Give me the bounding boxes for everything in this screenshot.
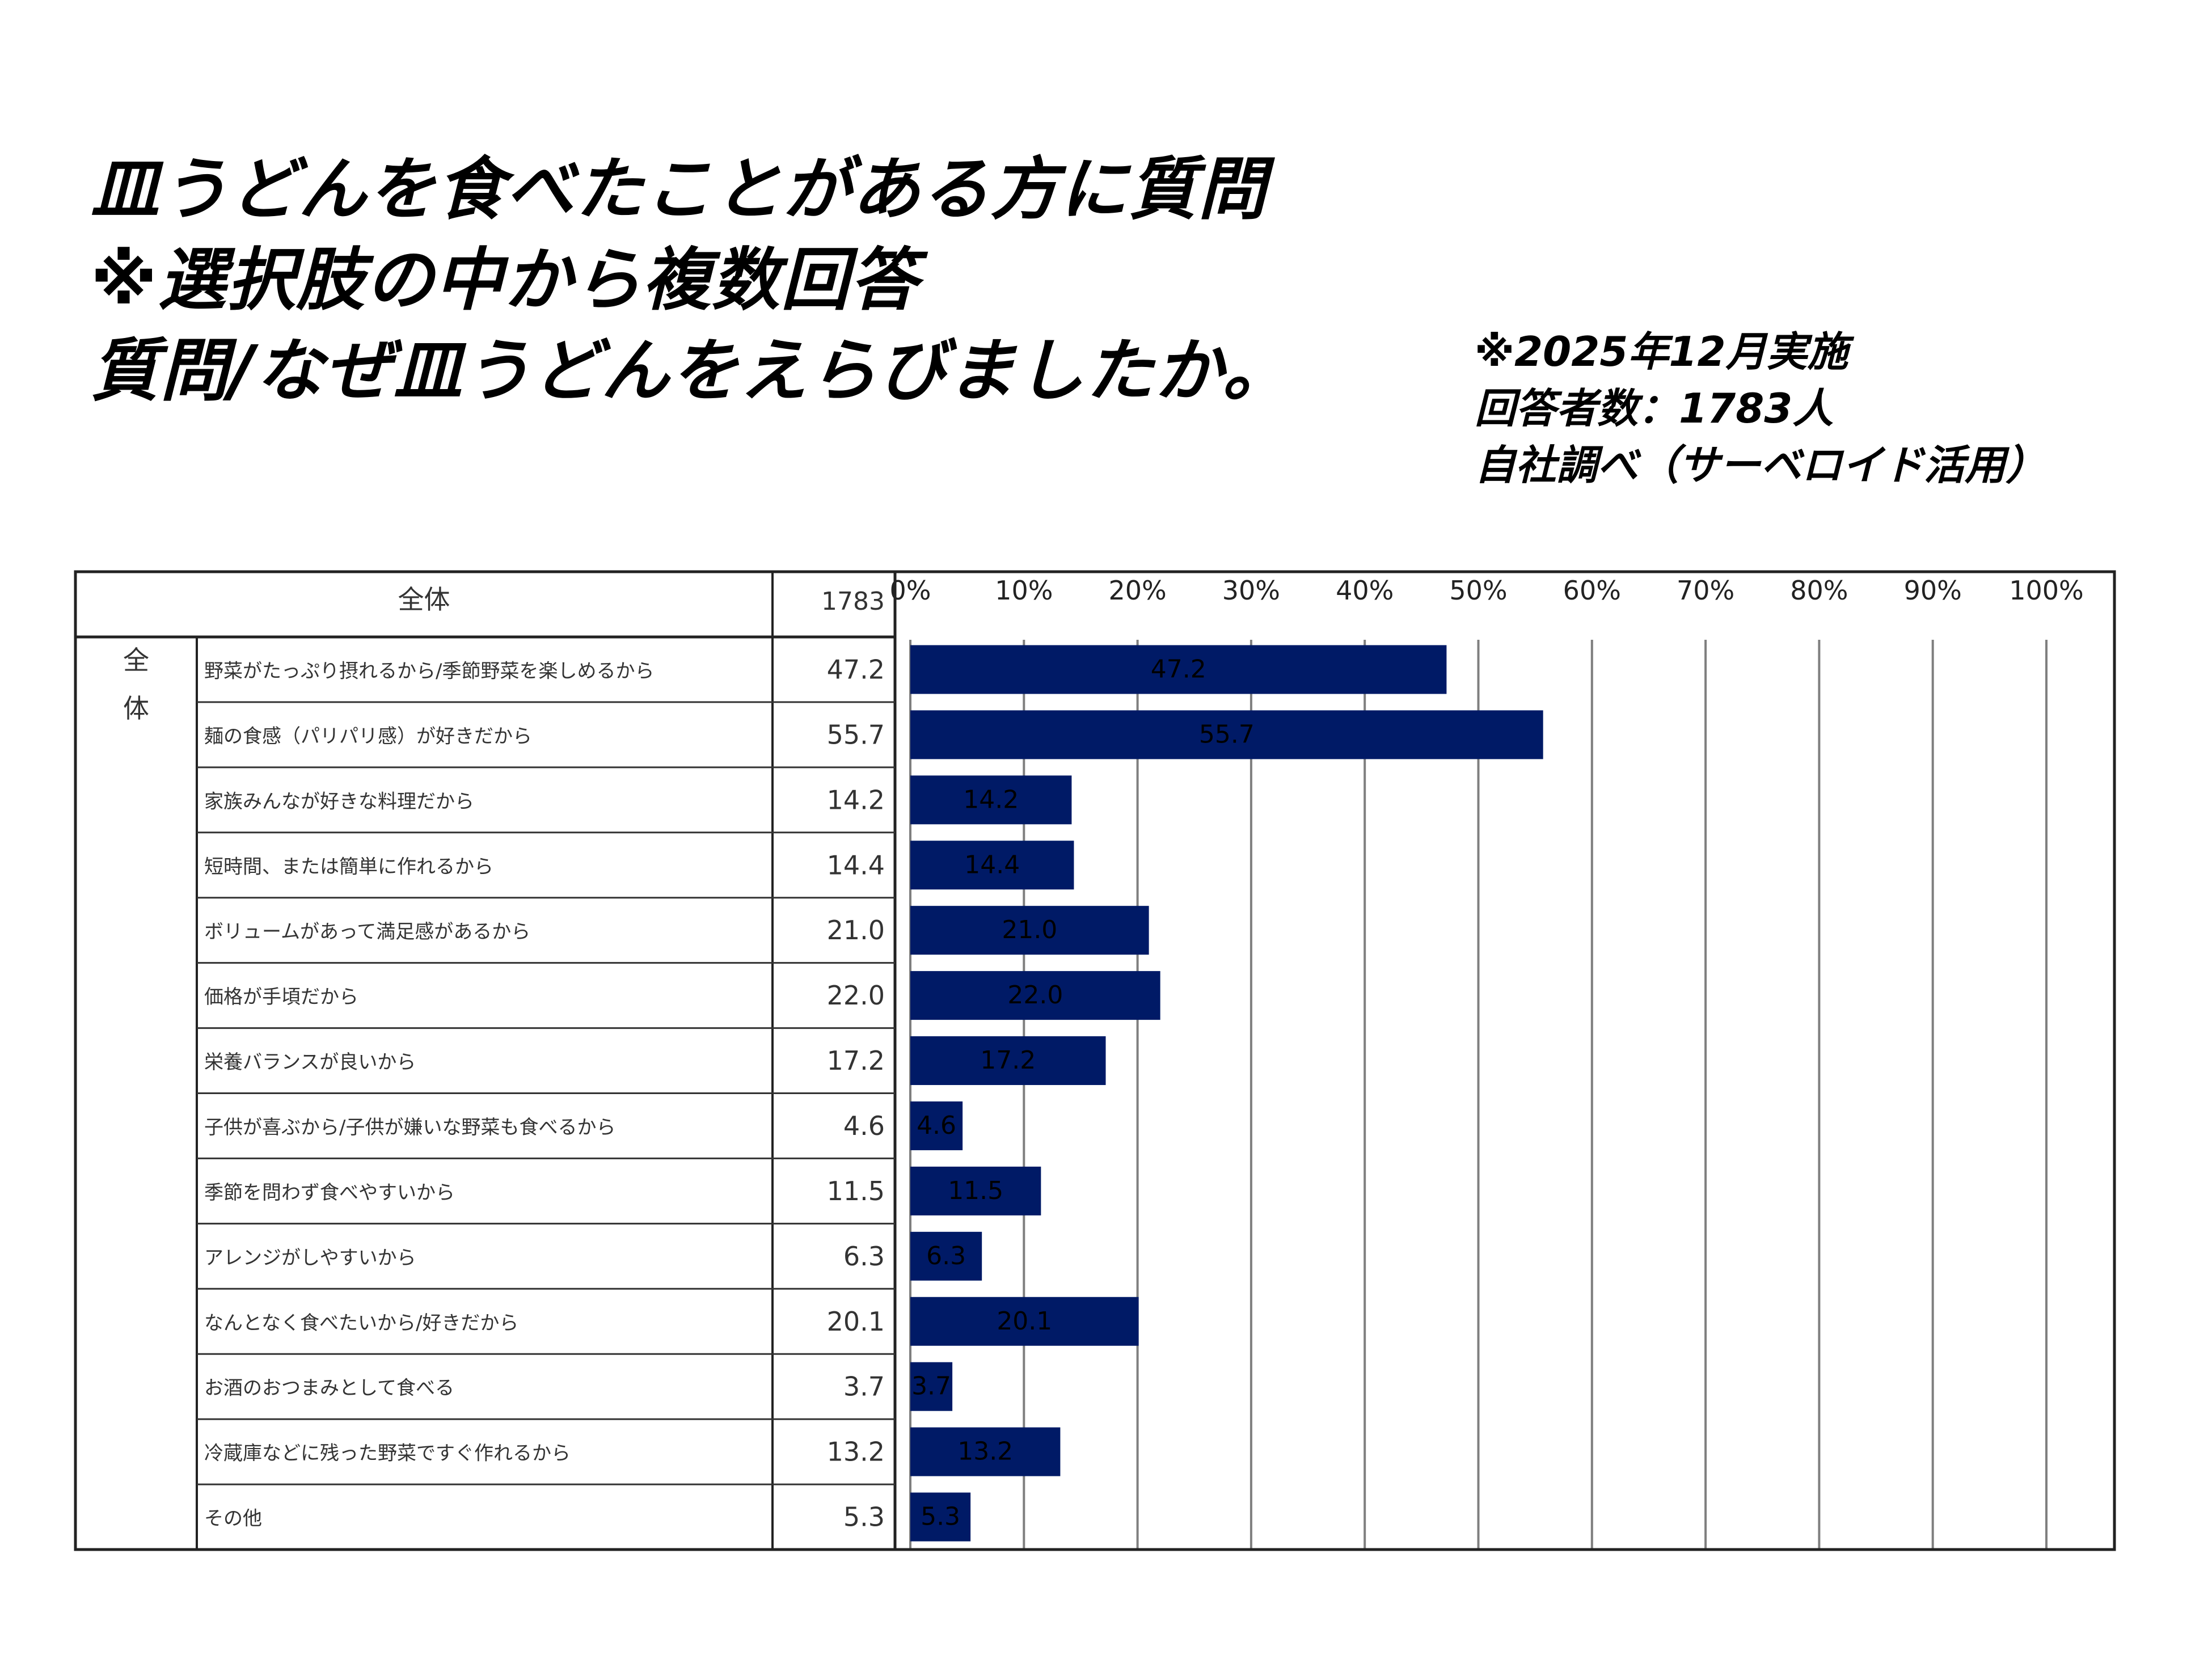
bar: [910, 1101, 963, 1150]
row-value: 14.2: [827, 784, 885, 815]
x-tick-label: 100%: [2009, 575, 2084, 606]
bar-data-label: 6.3: [926, 1242, 966, 1270]
bar: [910, 775, 1072, 825]
x-tick-label: 20%: [1108, 575, 1166, 606]
bar: [910, 645, 1447, 694]
survey-source: 自社調べ（サーベロイド活用）: [1475, 441, 2047, 489]
page-title: 皿うどんを食べたことがある方に質問 ※選択肢の中から複数回答 質問/なぜ皿うどん…: [91, 145, 1509, 417]
bar: [910, 710, 1543, 759]
x-tick-label: 80%: [1790, 575, 1848, 606]
bar-data-label: 4.6: [917, 1111, 956, 1140]
bar-data-label: 13.2: [957, 1437, 1013, 1466]
x-tick-label: 70%: [1677, 575, 1734, 606]
bar: [910, 1297, 1139, 1346]
row-value: 21.0: [827, 915, 885, 945]
bar: [910, 841, 1074, 890]
title-line-2: ※選択肢の中から複数回答: [91, 241, 919, 320]
category-label: アレンジがしやすいから: [204, 1247, 416, 1269]
category-label: 子供が喜ぶから/子供が嫌いな野菜も食べるから: [204, 1116, 615, 1139]
row-value: 6.3: [843, 1241, 885, 1272]
row-value: 55.7: [827, 719, 885, 750]
row-value: 22.0: [827, 980, 885, 1011]
row-value: 17.2: [827, 1045, 885, 1076]
bar: [910, 1166, 1041, 1215]
category-label: 季節を問わず食べやすいから: [204, 1181, 455, 1204]
category-label: 短時間、または簡単に作れるから: [204, 855, 493, 878]
bar-data-label: 3.7: [911, 1372, 951, 1401]
group-label-char: 全: [123, 645, 149, 676]
bar-data-label: 47.2: [1151, 655, 1206, 683]
bar-data-label: 5.3: [921, 1502, 960, 1531]
bar-data-label: 21.0: [1002, 915, 1057, 944]
row-value: 11.5: [827, 1176, 885, 1206]
x-tick-label: 30%: [1222, 575, 1280, 606]
bar: [910, 1427, 1061, 1476]
category-label: 野菜がたっぷり摂れるから/季節野菜を楽しめるから: [204, 660, 654, 682]
bar: [910, 1036, 1106, 1086]
x-tick-label: 10%: [995, 575, 1053, 606]
bar: [910, 1492, 971, 1542]
bar-data-label: 14.4: [964, 850, 1020, 879]
category-label: 冷蔵庫などに残った野菜ですぐ作れるから: [204, 1442, 571, 1465]
table-header-label: 全体: [398, 584, 450, 615]
bar: [910, 971, 1160, 1020]
bar-data-label: 17.2: [980, 1046, 1036, 1075]
bar: [910, 1231, 982, 1281]
row-value: 20.1: [827, 1306, 885, 1337]
category-label: 麺の食感（パリパリ感）が好きだから: [204, 725, 532, 748]
category-label: 価格が手頃だから: [204, 986, 358, 1008]
row-value: 3.7: [843, 1371, 885, 1402]
chart-frame: [74, 570, 2116, 1551]
category-label: その他: [204, 1508, 262, 1530]
category-label: 家族みんなが好きな料理だから: [204, 790, 474, 813]
bar: [910, 906, 1149, 955]
category-label: 栄養バランスが良いから: [204, 1051, 416, 1074]
survey-note: ※2025年12月実施 回答者数：1783人 自社調べ（サーベロイド活用）: [1475, 323, 2201, 493]
row-value: 14.4: [827, 850, 885, 880]
sample-size-label: 1783: [821, 587, 885, 616]
bar: [910, 1362, 953, 1411]
x-tick-label: 0%: [890, 575, 931, 606]
bar-data-label: 22.0: [1007, 981, 1063, 1010]
survey-date: ※2025年12月実施: [1475, 328, 1848, 375]
row-value: 13.2: [827, 1437, 885, 1467]
x-tick-label: 90%: [1904, 575, 1962, 606]
group-label-char: 体: [123, 693, 149, 724]
x-tick-label: 40%: [1336, 575, 1394, 606]
title-line-3: 質問/なぜ皿うどんをえらびましたか。: [91, 332, 1292, 411]
category-label: ボリュームがあって満足感があるから: [204, 921, 530, 943]
bar-data-label: 11.5: [948, 1176, 1003, 1205]
title-line-1: 皿うどんを食べたことがある方に質問: [91, 150, 1267, 229]
bar-data-label: 55.7: [1199, 720, 1255, 749]
x-tick-label: 50%: [1449, 575, 1507, 606]
x-tick-label: 60%: [1563, 575, 1621, 606]
respondent-count: 回答者数：1783人: [1475, 385, 1834, 432]
row-value: 5.3: [843, 1502, 885, 1533]
bar-data-label: 20.1: [997, 1307, 1052, 1336]
category-label: お酒のおつまみとして食べる: [204, 1377, 454, 1400]
row-value: 4.6: [843, 1111, 885, 1141]
bar-data-label: 14.2: [963, 785, 1019, 814]
category-label: なんとなく食べたいから/好きだから: [204, 1312, 518, 1335]
row-value: 47.2: [827, 654, 885, 685]
